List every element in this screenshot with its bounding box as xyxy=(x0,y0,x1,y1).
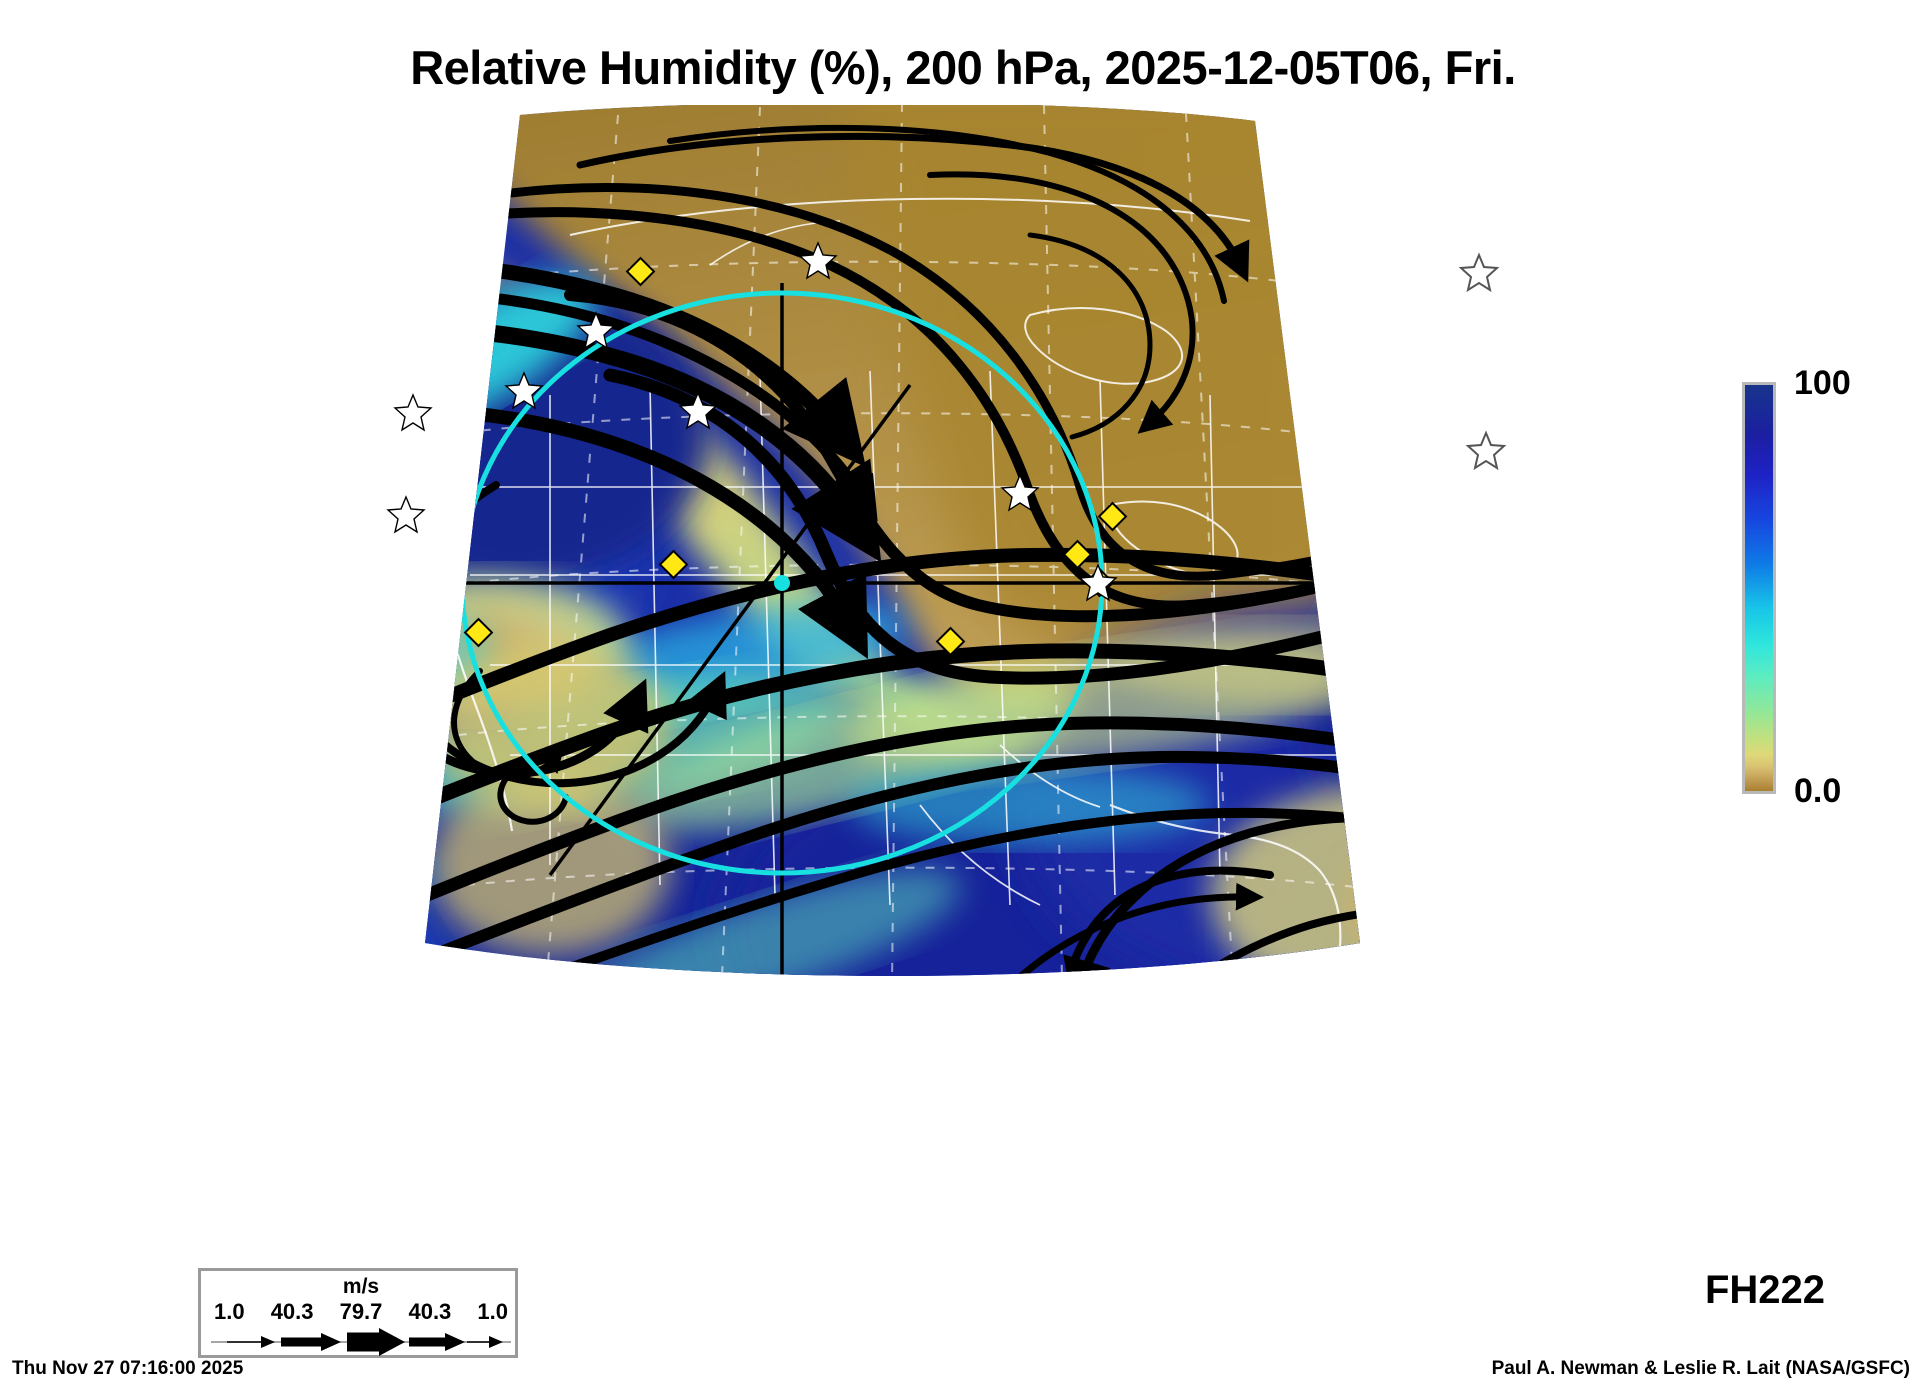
credit-line: Paul A. Newman & Leslie R. Lait (NASA/GS… xyxy=(1491,1358,1910,1379)
wind-tick-2: 79.7 xyxy=(339,1299,383,1324)
generated-timestamp: Thu Nov 27 07:16:00 2025 xyxy=(12,1358,244,1379)
colorbar-max-label: 100 xyxy=(1794,364,1851,402)
map-panel[interactable] xyxy=(150,105,1630,1005)
wind-legend-units: m/s xyxy=(342,1275,380,1298)
wind-legend-ticks: 1.0 40.3 79.7 40.3 1.0 xyxy=(201,1299,521,1325)
wind-legend-arrows xyxy=(211,1328,511,1356)
marker-star-filled xyxy=(386,241,1118,602)
colorbar-min-label: 0.0 xyxy=(1794,772,1842,810)
forecast-hour-label: FH222 xyxy=(1704,1268,1826,1312)
colorbar[interactable]: 100 0.0 xyxy=(1742,364,1922,810)
wind-tick-1: 40.3 xyxy=(270,1299,314,1324)
colorbar-gradient xyxy=(1742,382,1776,794)
wind-speed-legend: m/s 1.0 40.3 79.7 40.3 1.0 xyxy=(198,1268,518,1358)
station-markers[interactable] xyxy=(386,241,1128,657)
map-svg[interactable] xyxy=(150,105,1630,1005)
page-title: Relative Humidity (%), 200 hPa, 2025-12-… xyxy=(410,41,1516,94)
wind-tick-4: 1.0 xyxy=(477,1299,508,1324)
wind-tick-3: 40.3 xyxy=(408,1299,452,1324)
center-cross xyxy=(450,283,1360,976)
wind-tick-0: 1.0 xyxy=(214,1299,245,1324)
